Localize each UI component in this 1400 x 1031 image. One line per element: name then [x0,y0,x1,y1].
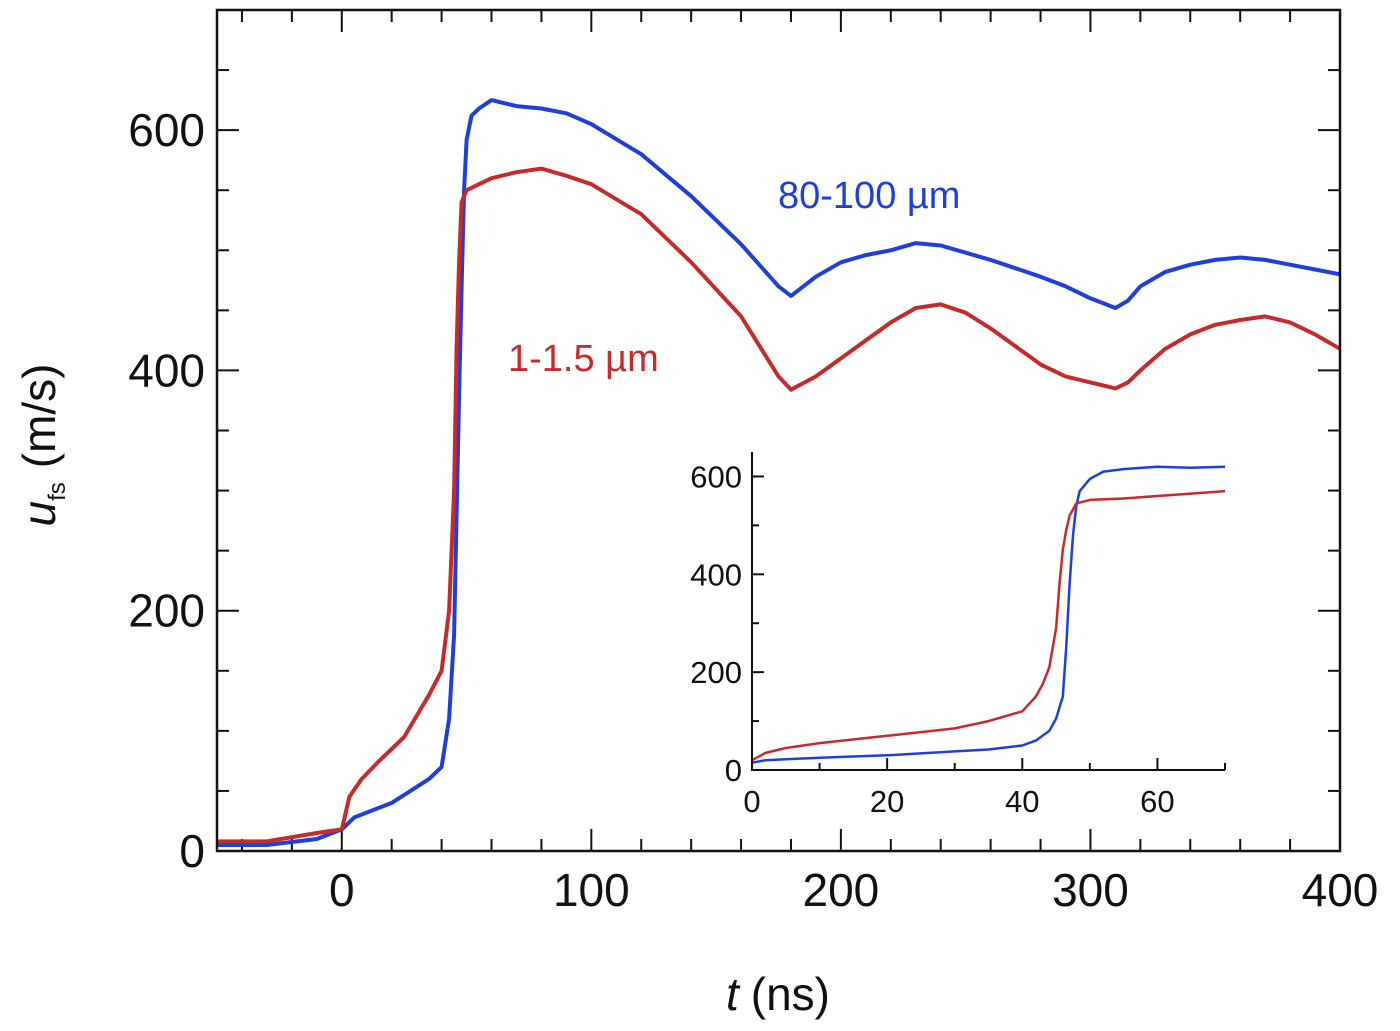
x-tick-label: 400 [1302,864,1379,916]
y-axis-title-sub: fs [44,482,71,501]
x-axis-title: t (ns) [726,968,830,1020]
series-label-1-1.5: 1-1.5 µm [508,338,659,380]
inset-series-line-1 [751,489,1226,762]
x-tick-label: 100 [553,864,630,916]
x-axis-title-unit: (ns) [751,968,830,1020]
series-line-1 [217,166,1341,844]
main-series-lines [217,98,1341,847]
inset-x-tick-label: 40 [1005,784,1039,819]
inset-x-tick-label: 60 [1140,784,1174,819]
y-tick-label: 200 [128,585,205,637]
y-tick-label: 600 [128,104,205,156]
main-plot-frame [215,8,1342,853]
inset-axes [751,452,1225,771]
main-axis-ticks [217,9,1341,852]
series-line-0 [217,98,1341,847]
inset-y-tick-label: 0 [725,753,742,788]
y-axis-title-unit: (m/s) [13,363,65,468]
inset-series-line-0 [751,465,1226,764]
x-axis-title-var: t [726,968,741,1020]
inset-x-tick-label: 20 [870,784,904,819]
x-tick-label: 200 [803,864,880,916]
inset-y-tick-label: 400 [690,557,742,592]
series-label-80-100: 80-100 µm [778,175,960,217]
inset-series-lines [751,465,1226,764]
inset-axis-ticks [751,475,1226,771]
x-tick-label: 300 [1052,864,1129,916]
y-axis-title: ufs (m/s) [13,363,71,526]
y-tick-label: 400 [128,344,205,396]
inset-y-tick-label: 200 [690,655,742,690]
y-tick-label: 0 [179,825,205,877]
x-tick-label: 0 [329,864,355,916]
inset-x-tick-label: 0 [743,784,760,819]
y-axis-title-var: u [13,501,65,527]
inset-y-tick-label: 600 [690,459,742,494]
